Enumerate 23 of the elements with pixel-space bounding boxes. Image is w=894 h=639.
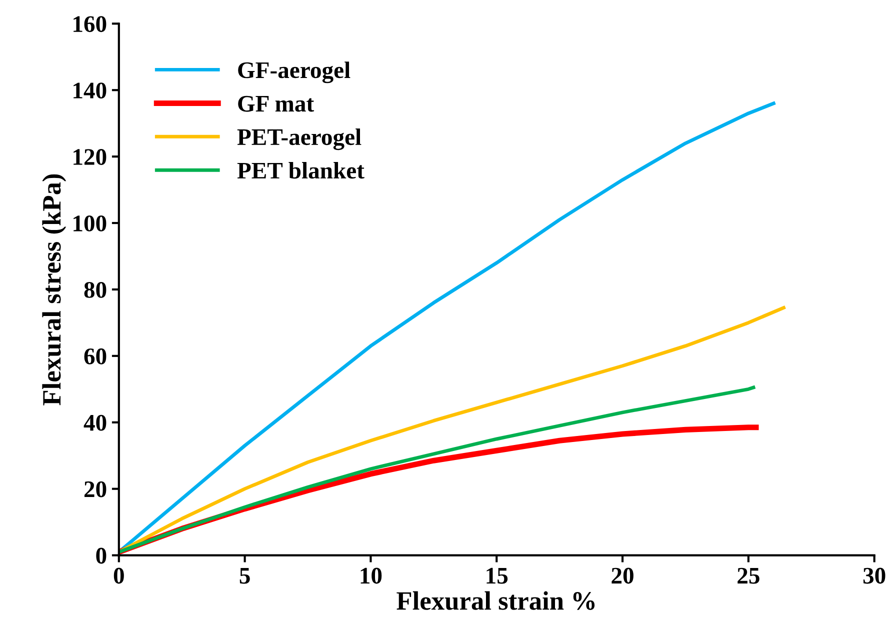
- legend-label: GF mat: [238, 96, 314, 112]
- legend-label: PET blanket: [237, 162, 364, 179]
- x-tick-label: 15: [486, 568, 508, 584]
- y-tick-label: 60: [84, 348, 106, 364]
- y-tick-label: 80: [84, 282, 106, 298]
- x-axis-title: Flexural strain %: [396, 591, 595, 610]
- x-tick-label: 25: [738, 568, 760, 584]
- y-tick-label: 140: [74, 82, 106, 99]
- x-tick-label: 0: [114, 568, 124, 584]
- x-tick-label: 20: [612, 568, 634, 584]
- x-tick-label: 10: [360, 568, 382, 584]
- legend-label: GF-aerogel: [238, 62, 350, 84]
- y-tick-label: 20: [84, 481, 106, 498]
- y-tick-label: 160: [74, 16, 106, 32]
- x-tick-label: 30: [863, 568, 886, 584]
- y-axis-title: Flexural stress (kPa): [42, 174, 66, 406]
- y-tick-label: 100: [74, 216, 106, 232]
- y-tick-label: 0: [96, 548, 106, 564]
- legend-label: PET-aerogel: [237, 128, 362, 150]
- line-series: [118, 386, 756, 554]
- x-tick-label: 5: [240, 568, 250, 584]
- y-tick-label: 40: [84, 414, 106, 431]
- y-tick-label: 120: [74, 149, 106, 165]
